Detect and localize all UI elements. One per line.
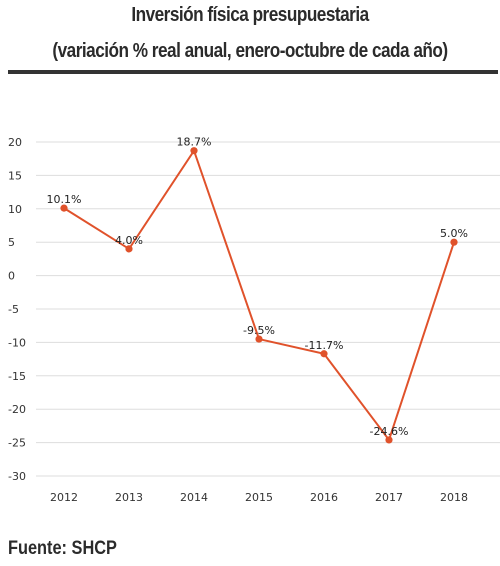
data-label-2015: -9.5%: [243, 324, 275, 337]
y-tick-label--25: -25: [8, 437, 26, 450]
data-labels: 10.1% 4.0% 18.7% -9.5% -11.7% -24.6% 5.0%: [47, 136, 468, 438]
source-note: Fuente: SHCP: [8, 538, 117, 559]
data-label-2013: 4.0%: [115, 234, 143, 247]
data-point-2012: [60, 204, 68, 212]
title-divider: [8, 70, 498, 74]
x-tick-label-2017: 2017: [375, 491, 403, 504]
y-tick-label--5: -5: [8, 303, 19, 316]
chart-title: Inversión física presupuestaria: [131, 4, 369, 26]
x-tick-label-2013: 2013: [115, 491, 143, 504]
y-tick-label--30: -30: [8, 470, 26, 483]
data-point-2017: [385, 436, 393, 444]
x-tick-label-2018: 2018: [440, 491, 468, 504]
gridlines: [36, 141, 500, 477]
data-point-2018: [450, 238, 458, 246]
data-label-2018: 5.0%: [440, 227, 468, 240]
x-tick-label-2015: 2015: [245, 491, 273, 504]
data-label-2014: 18.7%: [177, 136, 212, 149]
y-tick-label--20: -20: [8, 403, 26, 416]
y-tick-label--15: -15: [8, 370, 26, 383]
data-label-2017: -24.6%: [370, 425, 409, 438]
series-line: [63, 148, 455, 443]
data-label-2016: -11.7%: [305, 339, 344, 352]
y-tick-label-10: 10: [8, 203, 22, 216]
x-tick-label-2014: 2014: [180, 491, 208, 504]
x-tick-label-2016: 2016: [310, 491, 338, 504]
y-tick-label-0: 0: [8, 270, 15, 283]
y-tick-label--10: -10: [8, 336, 26, 349]
data-label-2012: 10.1%: [47, 193, 82, 206]
y-tick-label-15: 15: [8, 169, 22, 182]
y-tick-label-20: 20: [8, 136, 22, 149]
y-tick-label-5: 5: [8, 236, 15, 249]
x-tick-label-2012: 2012: [50, 491, 78, 504]
data-point-2013: [125, 245, 133, 253]
data-point-2015: [255, 335, 263, 343]
chart-subtitle: (variación % real anual, enero-octubre d…: [52, 40, 448, 62]
x-axis-ticks: 2012 2013 2014 2015 2016 2017 2018: [50, 491, 468, 504]
data-point-2014: [190, 147, 198, 155]
data-point-2016: [320, 350, 328, 358]
series-group: [60, 147, 458, 444]
y-axis-ticks: 20 15 10 5 0 -5 -10 -15 -20 -25 -30: [8, 136, 26, 483]
